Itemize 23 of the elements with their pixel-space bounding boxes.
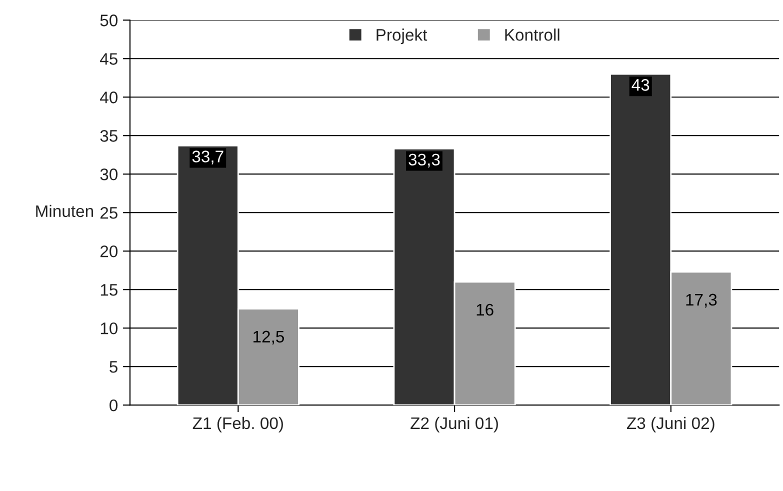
legend-label: Kontroll [505, 28, 560, 41]
y-axis-title: Minuten [36, 204, 94, 218]
x-tick-label: Z3 (Juni 02) [626, 416, 714, 432]
y-tick-label: 5 [110, 361, 118, 373]
data-label: 12,5 [254, 330, 284, 345]
legend-label: Projekt [376, 28, 428, 44]
data-label: 33,3 [408, 154, 440, 168]
y-tick-label: 50 [100, 14, 118, 26]
y-tick-label: 25 [100, 207, 118, 219]
x-tick-label: Z2 (Juni 01) [410, 416, 498, 432]
y-tick-label: 10 [100, 322, 118, 334]
y-tick-label: 0 [110, 399, 118, 412]
x-tick-label: Z1 (Feb. 00) [192, 416, 283, 432]
y-tick-label: 30 [100, 168, 118, 180]
data-label: 33,7 [192, 150, 224, 164]
y-tick-label: 35 [100, 130, 118, 142]
y-tick-label: 45 [100, 53, 118, 65]
data-label: 16 [476, 304, 494, 316]
y-tick-label: 20 [100, 246, 118, 258]
data-label: 17,3 [686, 294, 717, 308]
y-tick-label: 15 [100, 284, 118, 296]
data-label: 43 [632, 79, 650, 91]
y-tick-label: 40 [100, 92, 118, 104]
